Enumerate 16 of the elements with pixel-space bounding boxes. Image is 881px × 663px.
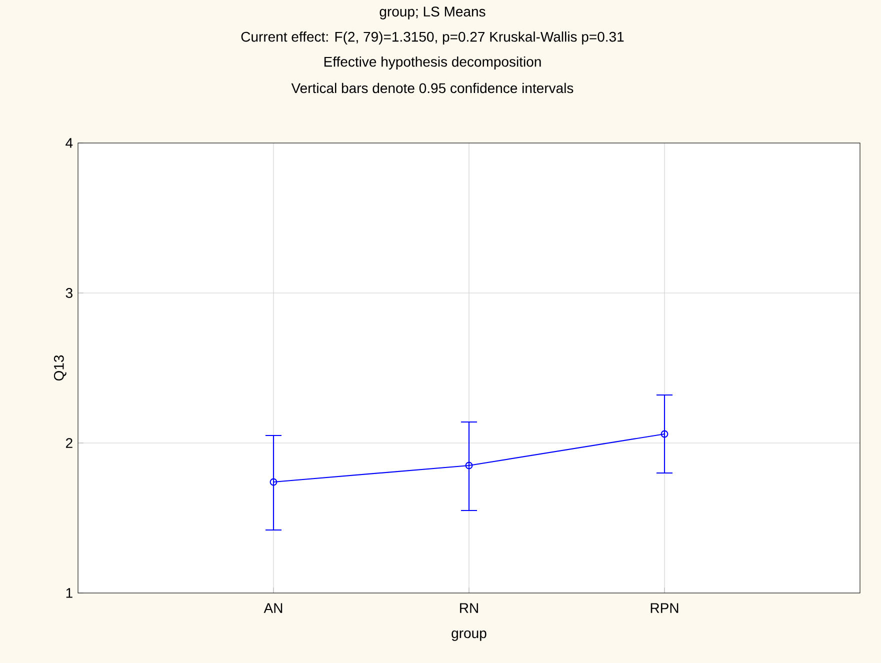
y-tick-label: 3 xyxy=(66,288,72,298)
y-tick-label: 1 xyxy=(66,588,72,598)
text: Effective hypothesis decomposition xyxy=(324,56,541,70)
point xyxy=(660,430,668,438)
text: Vertical bars denote 0.95 confidence intervals xyxy=(291,82,574,94)
x-tick-label: RPN xyxy=(650,603,678,613)
point xyxy=(270,478,278,486)
x-tick-label: AN xyxy=(264,603,282,613)
y-tick-label: 4 xyxy=(66,138,73,148)
chart-title: group; LS Means xyxy=(380,6,486,20)
chart-subtitle: Current effect: F(2, 79)=1.3150, p=0.27 Kruskal-Wallis p=0.31 xyxy=(241,31,624,45)
x-axis-title: group xyxy=(452,630,486,641)
y-axis-title: Q13 xyxy=(54,355,66,381)
y-tick-label: 2 xyxy=(66,438,72,448)
x-tick-label: RN xyxy=(460,603,478,613)
point xyxy=(465,462,473,470)
